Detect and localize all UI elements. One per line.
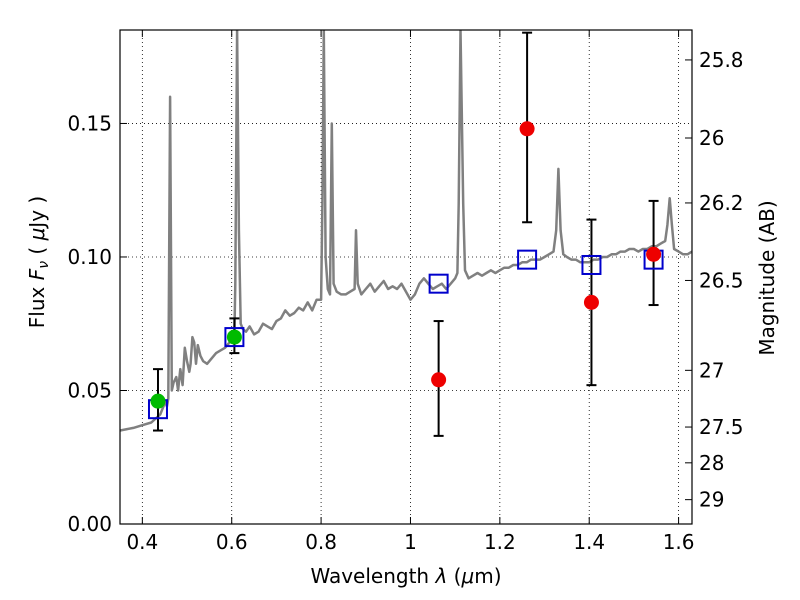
- grid: [120, 30, 692, 525]
- x-tick-label: 0.6: [216, 530, 248, 554]
- y2-tick-label: 26.5: [699, 268, 744, 292]
- y-tick-label: 0.15: [67, 111, 112, 135]
- plot-frame: [119, 29, 693, 525]
- y-tick-label: 0.10: [67, 245, 112, 269]
- model-point: [517, 249, 538, 270]
- observed-point-nir: [646, 246, 662, 262]
- x-tick-label: 0.8: [305, 530, 337, 554]
- x-tick-label: 0.4: [126, 530, 158, 554]
- y-tick-label: 0.05: [67, 378, 112, 402]
- model-point: [581, 254, 602, 275]
- observed-points: [150, 121, 662, 409]
- plot-border: [119, 29, 693, 525]
- y-axis-title: Flux Fν ( μJy ): [25, 196, 52, 328]
- x-tick-label: 1.4: [573, 530, 605, 554]
- observed-point-nir: [519, 121, 535, 137]
- model-point: [224, 327, 245, 348]
- y-tick-label: 0.00: [67, 512, 112, 536]
- x-tick-label: 1.2: [484, 530, 516, 554]
- y2-tick-label: 27.5: [699, 415, 744, 439]
- axis-ticks: 0.4 0.6 0.8 1 1.2 1.4 1.6 0.00 0.05 0.10 0.15 25.8 2…: [67, 30, 744, 554]
- model-spectrum: [120, 30, 692, 432]
- x-tick-label: 1.6: [663, 530, 695, 554]
- y2-tick-label: 25.8: [699, 48, 744, 72]
- model-point: [428, 273, 449, 294]
- y2-tick-label: 26.2: [699, 191, 744, 215]
- observed-point-optical: [150, 393, 166, 409]
- x-tick-label: 1: [404, 530, 417, 554]
- y2-axis-title: Magnitude (AB): [755, 200, 779, 355]
- model-spectrum-line: [120, 30, 692, 432]
- y2-tick-label: 29: [699, 488, 724, 512]
- observed-point-nir: [583, 294, 599, 310]
- error-bars: [152, 31, 659, 437]
- model-points: [147, 249, 664, 420]
- observed-point-optical: [226, 329, 242, 345]
- y2-tick-label: 27: [699, 358, 724, 382]
- observed-point-nir: [431, 372, 447, 388]
- y2-tick-label: 28: [699, 451, 724, 475]
- y2-tick-label: 26: [699, 126, 724, 150]
- x-axis-title: Wavelength λ (μm): [310, 564, 501, 588]
